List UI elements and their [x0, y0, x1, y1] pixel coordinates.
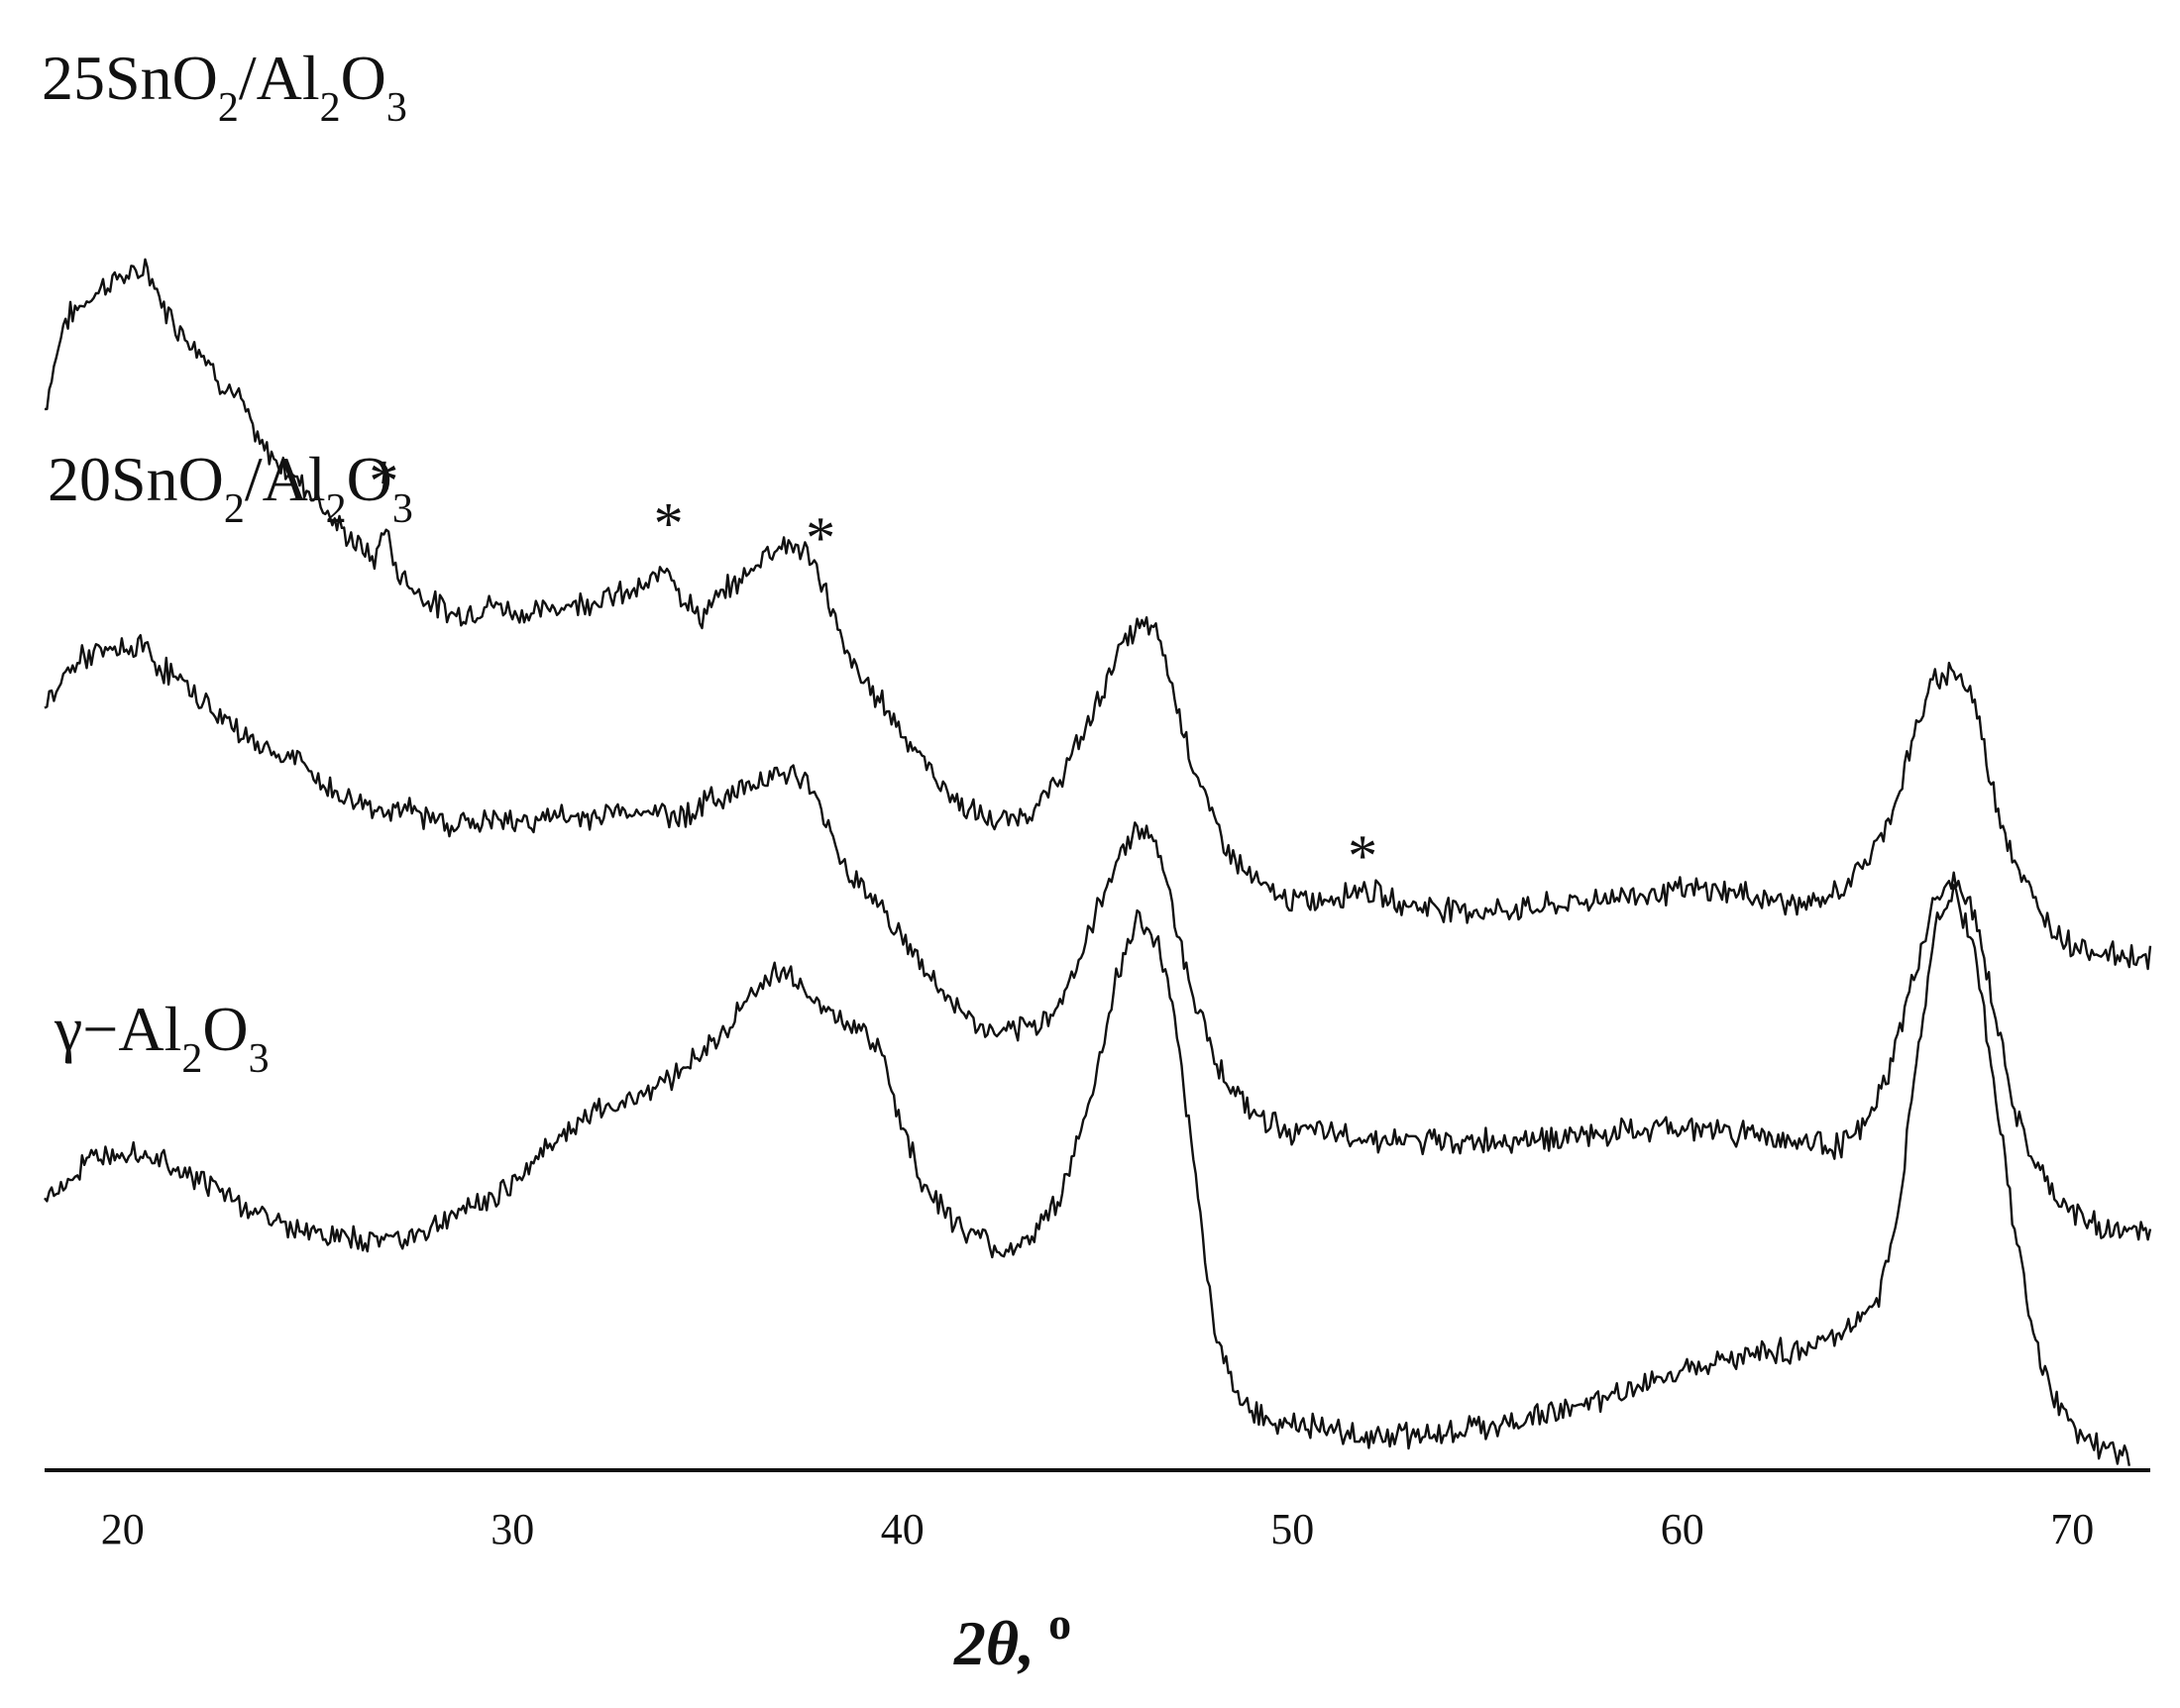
series-label-part: 2 — [326, 486, 347, 532]
peak-marker-0-1: * — [654, 491, 684, 557]
x-tick-label: 50 — [1270, 1505, 1314, 1553]
series-label-2: γ−Al2O3 — [54, 994, 270, 1082]
series-label-1: 20SnO2/Al2O3 — [48, 444, 413, 532]
series-label-part: O — [202, 994, 248, 1064]
series-label-part: O — [347, 444, 392, 514]
series-line-2 — [44, 884, 2130, 1466]
x-axis: 20 30 40 50 60 70 — [45, 1468, 2150, 1553]
series-line-0 — [45, 258, 2152, 971]
x-tick-label: 70 — [2050, 1505, 2094, 1553]
peak-marker-0-2: * — [806, 505, 835, 571]
x-tick-label: 60 — [1661, 1505, 1704, 1553]
x-axis-title-main: 2θ, — [953, 1608, 1035, 1678]
x-tick-label: 30 — [490, 1505, 534, 1553]
x-axis-title-unit: o — [1048, 1598, 1071, 1649]
series-label-part: 3 — [392, 486, 413, 532]
series-label-part: 2 — [320, 85, 341, 131]
series-label-part: 2 — [218, 85, 239, 131]
series-label-part: /Al — [245, 444, 326, 514]
series-label-0: 25SnO2/Al2O3 — [42, 43, 407, 131]
series-label-part: 25SnO — [42, 43, 218, 113]
x-tick-label: 40 — [881, 1505, 925, 1553]
series-label-part: O — [341, 43, 386, 113]
series-label-part: γ−Al — [54, 994, 181, 1064]
series-label-part: 3 — [249, 1036, 270, 1082]
x-tick-label: 20 — [101, 1505, 145, 1553]
x-axis-title: 2θ, o — [953, 1598, 1071, 1678]
series-label-part: 2 — [224, 486, 245, 532]
series-label-part: 2 — [181, 1036, 202, 1082]
series-label-part: 3 — [386, 85, 407, 131]
series-line-1 — [44, 634, 2152, 1241]
peak-marker-0-3: * — [1348, 823, 1377, 889]
series-label-part: /Al — [239, 43, 320, 113]
series-label-part: 20SnO — [48, 444, 224, 514]
peak-marker-0-0: * — [369, 449, 398, 514]
peak-marker-layer: * * * * — [369, 449, 1377, 889]
series-layer — [44, 258, 2152, 1466]
